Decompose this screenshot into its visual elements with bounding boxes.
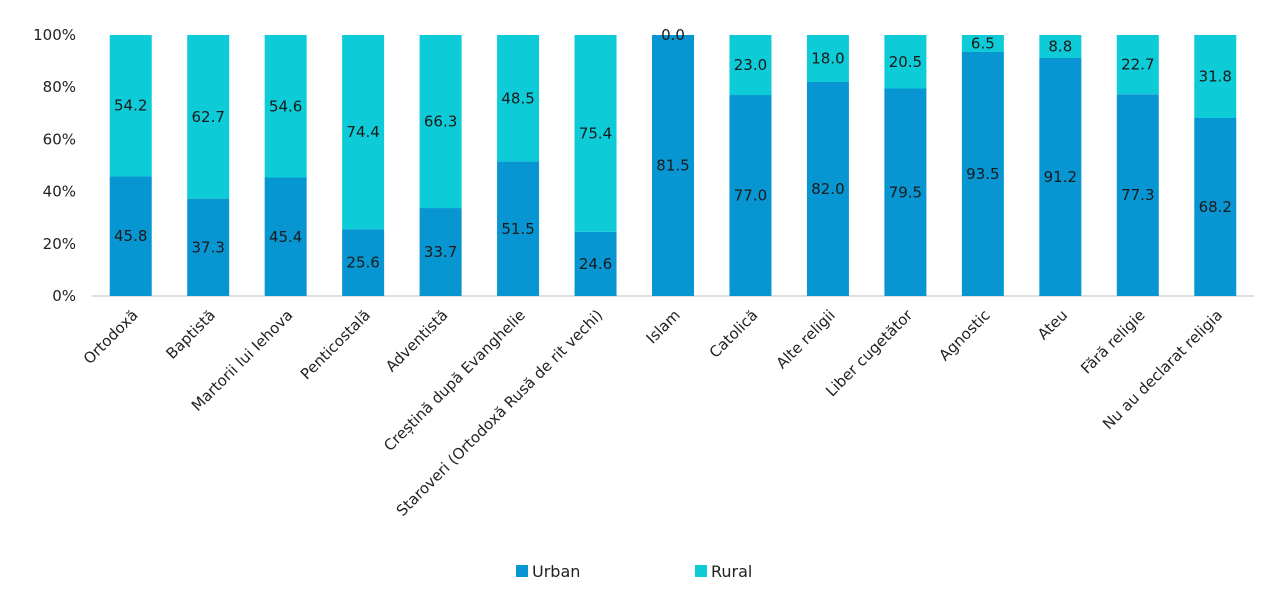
bar-urban-3 — [342, 229, 385, 296]
data-label-urban-10: 79.5 — [889, 183, 922, 201]
data-label-urban-14: 68.2 — [1199, 198, 1232, 216]
y-tick-label: 20% — [43, 235, 76, 253]
bar-rural-11 — [961, 35, 1004, 52]
x-category-label: Adventistă — [382, 306, 451, 375]
bar-rural-10 — [884, 35, 927, 89]
bar-rural-9 — [806, 35, 849, 82]
y-tick-label: 80% — [43, 78, 76, 96]
data-label-urban-12: 91.2 — [1044, 168, 1077, 186]
bar-urban-7 — [652, 35, 694, 296]
data-label-rural-1: 62.7 — [191, 108, 224, 126]
data-label-rural-2: 54.6 — [269, 97, 302, 115]
bar-rural-14 — [1194, 35, 1237, 118]
x-category-label: Agnostic — [935, 306, 993, 364]
y-tick-label: 60% — [43, 130, 76, 148]
bar-rural-6 — [574, 35, 617, 232]
bar-rural-12 — [1039, 35, 1082, 58]
data-label-rural-4: 66.3 — [424, 113, 457, 131]
data-label-rural-13: 22.7 — [1121, 56, 1154, 74]
bar-rural-3 — [342, 35, 385, 230]
x-category-label: Alte religii — [773, 306, 839, 372]
bar-urban-14 — [1194, 117, 1237, 296]
data-label-urban-1: 37.3 — [191, 238, 224, 256]
data-label-urban-9: 82.0 — [811, 180, 844, 198]
bar-urban-1 — [187, 198, 230, 296]
bar-urban-4 — [419, 208, 462, 296]
data-label-rural-0: 54.2 — [114, 97, 147, 115]
bar-urban-12 — [1039, 57, 1082, 296]
bar-urban-5 — [497, 161, 540, 296]
data-label-rural-11: 6.5 — [971, 34, 995, 52]
data-label-urban-8: 77.0 — [734, 187, 767, 205]
data-label-rural-8: 23.0 — [734, 56, 767, 74]
x-category-label: Ortodoxă — [80, 306, 142, 368]
bar-urban-11 — [961, 51, 1004, 297]
bar-rural-4 — [419, 35, 462, 209]
bar-urban-6 — [574, 231, 617, 296]
data-labels: 45.8 54.2 37.3 62.7 45.4 54.6 25.6 74.4 33.7 66.3… — [114, 26, 1232, 273]
bar-rural-1 — [187, 35, 230, 199]
data-label-urban-13: 77.3 — [1121, 186, 1154, 204]
bar-series — [109, 35, 1237, 297]
data-label-urban-3: 25.6 — [346, 254, 379, 272]
x-category-label: Ateu — [1034, 306, 1071, 343]
data-label-urban-6: 24.6 — [579, 255, 612, 273]
legend-swatch-rural — [695, 565, 707, 577]
data-label-rural-7: 0.0 — [661, 26, 685, 44]
legend: Urban Rural — [516, 562, 752, 581]
data-label-urban-0: 45.8 — [114, 227, 147, 245]
data-label-urban-5: 51.5 — [501, 220, 534, 238]
bar-rural-8 — [729, 35, 772, 96]
x-category-label: Fără religie — [1077, 306, 1148, 377]
data-label-rural-12: 8.8 — [1048, 37, 1072, 55]
legend-label-urban: Urban — [532, 562, 580, 581]
y-tick-label: 40% — [43, 183, 76, 201]
y-tick-label: 100% — [33, 26, 76, 44]
data-label-rural-10: 20.5 — [889, 53, 922, 71]
x-category-label: Islam — [643, 306, 684, 347]
bar-rural-2 — [264, 35, 307, 178]
x-category-label: Penticostală — [297, 306, 374, 383]
data-label-urban-11: 93.5 — [966, 165, 999, 183]
bar-urban-0 — [109, 176, 152, 296]
data-label-urban-7: 81.5 — [656, 157, 689, 175]
data-label-urban-2: 45.4 — [269, 228, 302, 246]
x-category-label: Creștină după Evanghelie — [380, 306, 529, 455]
data-label-rural-5: 48.5 — [501, 89, 534, 107]
bar-rural-13 — [1116, 35, 1159, 95]
y-tick-label: 0% — [52, 287, 76, 305]
bar-urban-10 — [884, 88, 927, 296]
data-label-rural-6: 75.4 — [579, 124, 612, 142]
bar-urban-2 — [264, 177, 307, 296]
data-label-rural-14: 31.8 — [1199, 67, 1232, 85]
bar-urban-8 — [729, 95, 772, 296]
data-label-rural-3: 74.4 — [346, 123, 379, 141]
bar-urban-13 — [1116, 94, 1159, 296]
bar-rural-5 — [497, 35, 540, 162]
x-category-label: Catolică — [706, 306, 762, 362]
bar-rural-0 — [109, 35, 152, 177]
legend-swatch-urban — [516, 565, 528, 577]
data-label-rural-9: 18.0 — [811, 49, 844, 67]
legend-label-rural: Rural — [711, 562, 752, 581]
data-label-urban-4: 33.7 — [424, 243, 457, 261]
x-category-label: Baptistă — [162, 306, 219, 363]
bar-urban-9 — [806, 81, 849, 296]
